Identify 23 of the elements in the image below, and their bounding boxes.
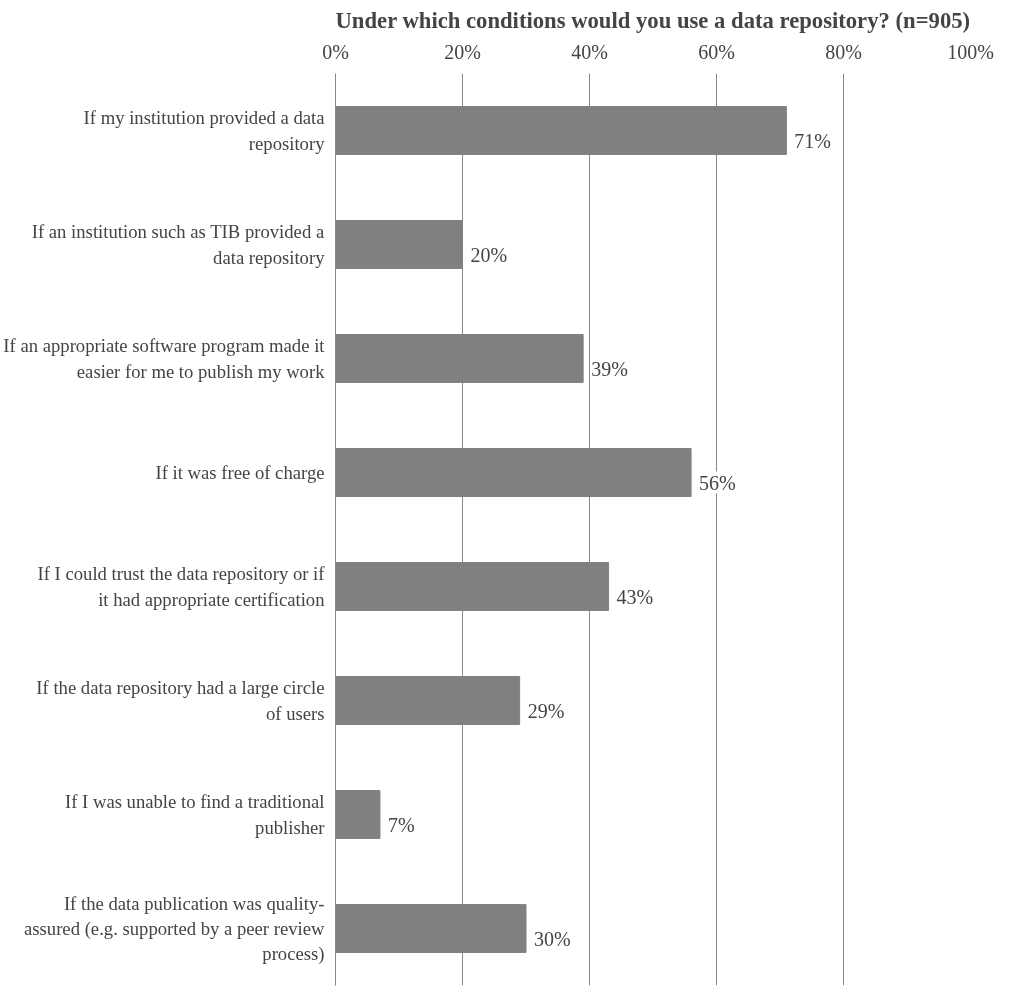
y-tick-label: If the data publication was quality-assured (e.g. supported by a peer review process) xyxy=(24,892,326,966)
data-label: 20% xyxy=(470,243,508,266)
chart-title: Under which conditions would you use a data repository? (n=905) xyxy=(335,7,971,33)
data-label: 56% xyxy=(699,471,736,494)
data-label: 71% xyxy=(794,129,832,152)
data-label: 39% xyxy=(591,357,628,380)
x-tick-label: 40% xyxy=(571,40,608,63)
x-tick-label: 60% xyxy=(698,40,735,63)
data-label: 7% xyxy=(387,813,415,836)
y-tick-label: If an appropriate software program made it easier for me to publish my work xyxy=(3,335,326,382)
data-label: 43% xyxy=(616,585,654,608)
data-label: 30% xyxy=(534,927,571,950)
x-tick-label: 80% xyxy=(825,40,862,63)
y-tick-label: If I was unable to find a traditional publisher xyxy=(64,791,326,838)
y-tick-label: If it was free of charge xyxy=(155,462,325,483)
y-tick-label: If an institution such as TIB provided a data repository xyxy=(31,221,326,268)
y-tick-label: If the data repository had a large circle of users xyxy=(36,677,325,724)
x-tick-label: 20% xyxy=(444,40,481,63)
data-label: 29% xyxy=(527,699,565,722)
x-tick-label: 100% xyxy=(947,40,994,63)
x-tick-label: 0% xyxy=(322,40,349,63)
y-tick-label: If I could trust the data repository or if it had appropriate certification xyxy=(37,563,326,610)
y-tick-label: If my institution provided a data repository xyxy=(83,107,326,154)
